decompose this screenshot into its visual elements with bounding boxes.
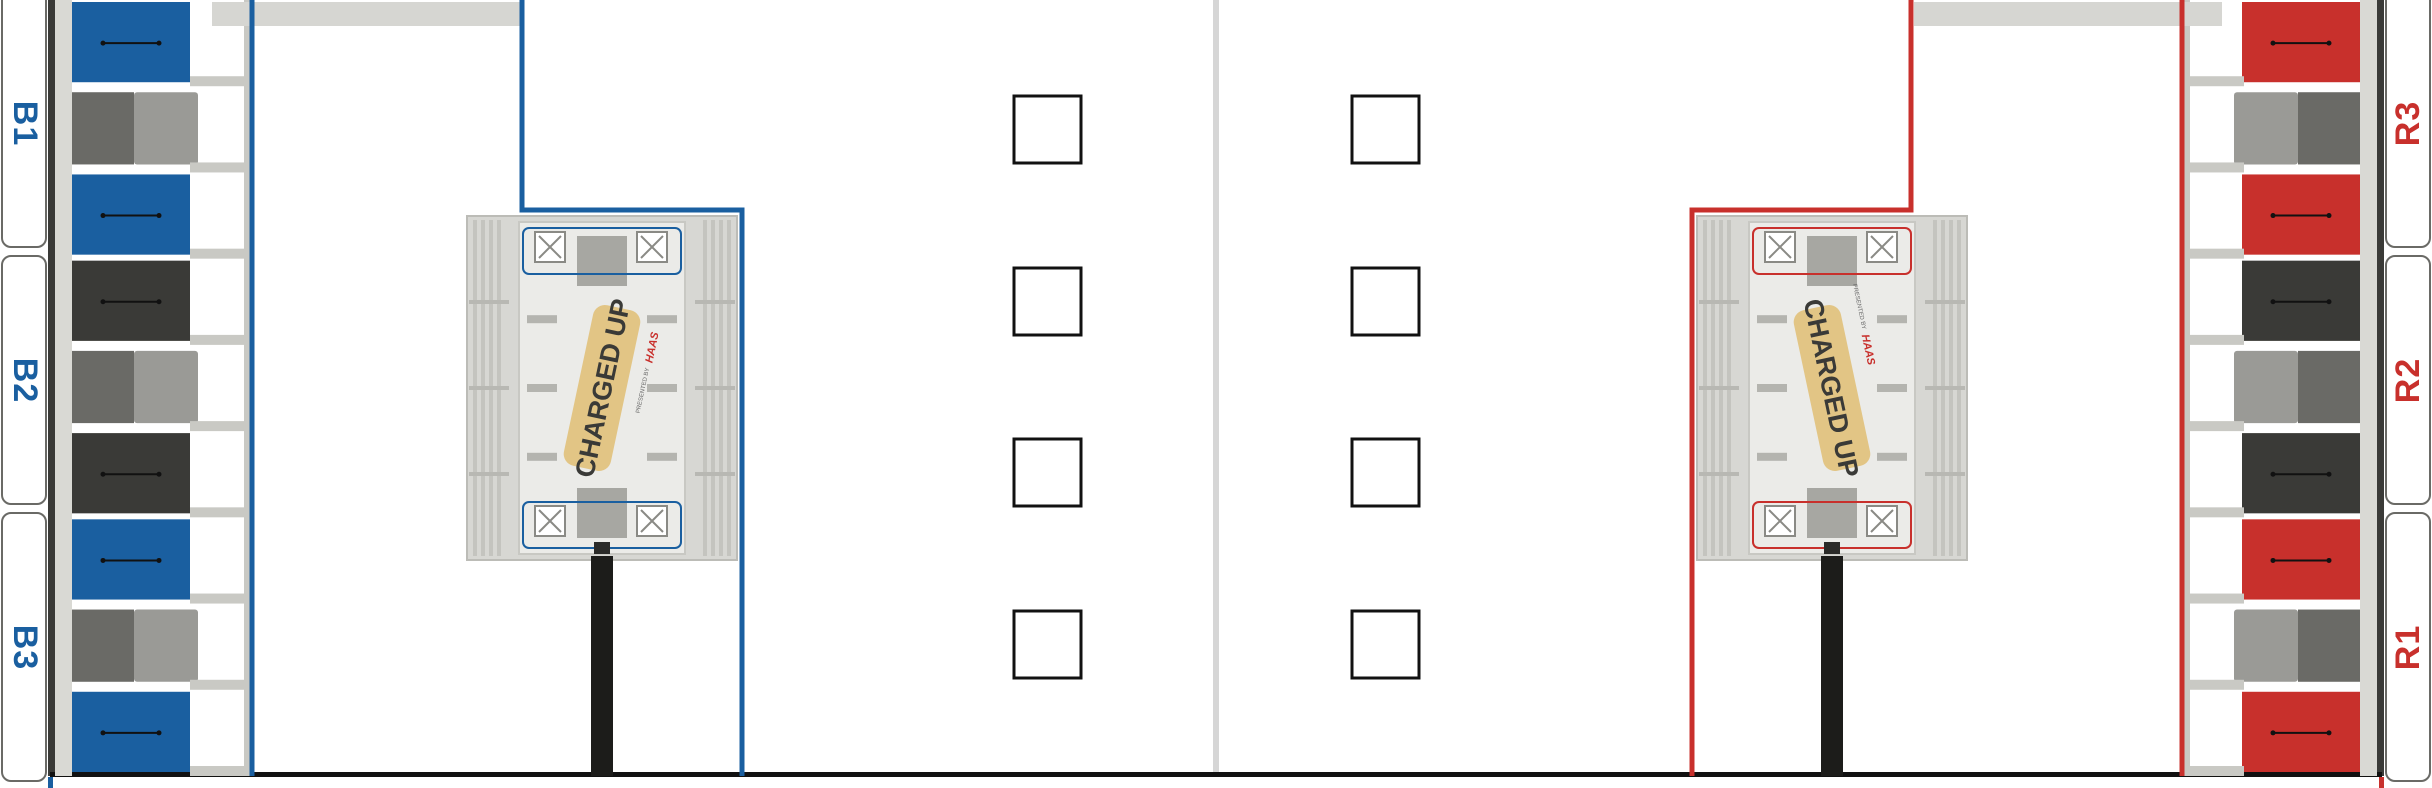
cone-node bbox=[72, 260, 190, 341]
charge-station-cable bbox=[591, 556, 613, 776]
square-outline-icon bbox=[1012, 437, 1083, 508]
blue-community-line bbox=[249, 0, 745, 776]
red-grid-top-rail bbox=[1914, 2, 2222, 26]
cone-node bbox=[2242, 691, 2360, 772]
cone-node bbox=[72, 519, 190, 600]
red-corner-mark bbox=[2379, 777, 2384, 788]
cube-node bbox=[72, 609, 198, 682]
grid-shelf-ledge bbox=[2188, 421, 2244, 432]
cone-node bbox=[2242, 519, 2360, 600]
grid-rail bbox=[244, 0, 250, 776]
blue-grid-top-rail bbox=[212, 2, 520, 26]
cone-node bbox=[2242, 2, 2360, 83]
grid-edge-strip bbox=[55, 0, 72, 776]
charge-station-cable bbox=[1821, 556, 1843, 776]
blue-alliance-wall bbox=[48, 0, 55, 776]
cone-node bbox=[2242, 260, 2360, 341]
square-outline-icon bbox=[1012, 94, 1083, 165]
cube-node bbox=[72, 92, 198, 165]
grid-shelf-ledge bbox=[2188, 766, 2244, 776]
grid-shelf-ledge bbox=[2188, 248, 2244, 259]
grid-shelf-ledge bbox=[2188, 76, 2244, 87]
grid-edge-strip bbox=[2360, 0, 2377, 776]
grid-shelf-ledge bbox=[190, 593, 246, 604]
cone-node bbox=[72, 2, 190, 83]
cone-node bbox=[72, 433, 190, 514]
driver-station-label-b1: B1 bbox=[6, 100, 45, 147]
grid-shelf-ledge bbox=[190, 766, 246, 776]
grid-shelf-ledge bbox=[190, 334, 246, 345]
driver-station-label-r2: R2 bbox=[2389, 357, 2428, 403]
red-staged-pieces bbox=[1350, 94, 1421, 680]
cone-node bbox=[72, 691, 190, 772]
cube-node bbox=[2234, 609, 2360, 682]
blue-staged-pieces bbox=[1012, 94, 1083, 680]
driver-station-label-r1: R1 bbox=[2389, 624, 2428, 670]
cone-node bbox=[2242, 433, 2360, 514]
cone-node bbox=[72, 174, 190, 255]
grid-shelf-ledge bbox=[2188, 679, 2244, 690]
red-grid bbox=[2184, 0, 2377, 776]
grid-shelf-ledge bbox=[190, 76, 246, 87]
red-community-line bbox=[1689, 0, 2185, 776]
grid-shelf-ledge bbox=[2188, 593, 2244, 604]
blue-corner-mark bbox=[48, 777, 53, 788]
square-outline-icon bbox=[1350, 609, 1421, 680]
blue-grid bbox=[55, 0, 250, 776]
grid-shelf-ledge bbox=[190, 421, 246, 432]
grid-shelf-ledge bbox=[190, 248, 246, 259]
blue-driver-station-frames bbox=[1, 0, 47, 782]
grid-shelf-ledge bbox=[2188, 334, 2244, 345]
driver-station-label-b3: B3 bbox=[6, 624, 45, 670]
grid-shelf-ledge bbox=[2188, 507, 2244, 518]
square-outline-icon bbox=[1350, 266, 1421, 337]
square-outline-icon bbox=[1012, 609, 1083, 680]
field-bottom-border bbox=[50, 772, 2382, 777]
cube-node bbox=[72, 350, 198, 424]
grid-shelf-ledge bbox=[190, 679, 246, 690]
square-outline-icon bbox=[1012, 266, 1083, 337]
cone-node bbox=[2242, 174, 2360, 255]
cube-node bbox=[2234, 92, 2360, 165]
square-outline-icon bbox=[1350, 437, 1421, 508]
grid-shelf-ledge bbox=[190, 162, 246, 173]
grid-shelf-ledge bbox=[190, 507, 246, 518]
red-driver-station-frames bbox=[2385, 0, 2431, 782]
square-outline-icon bbox=[1350, 94, 1421, 165]
driver-station-label-b2: B2 bbox=[6, 357, 45, 403]
cube-node bbox=[2234, 350, 2360, 424]
red-alliance-wall bbox=[2377, 0, 2384, 776]
driver-station-label-r3: R3 bbox=[2389, 100, 2428, 147]
grid-rail bbox=[2184, 0, 2190, 776]
center-line bbox=[1213, 0, 1219, 776]
grid-shelf-ledge bbox=[2188, 162, 2244, 173]
